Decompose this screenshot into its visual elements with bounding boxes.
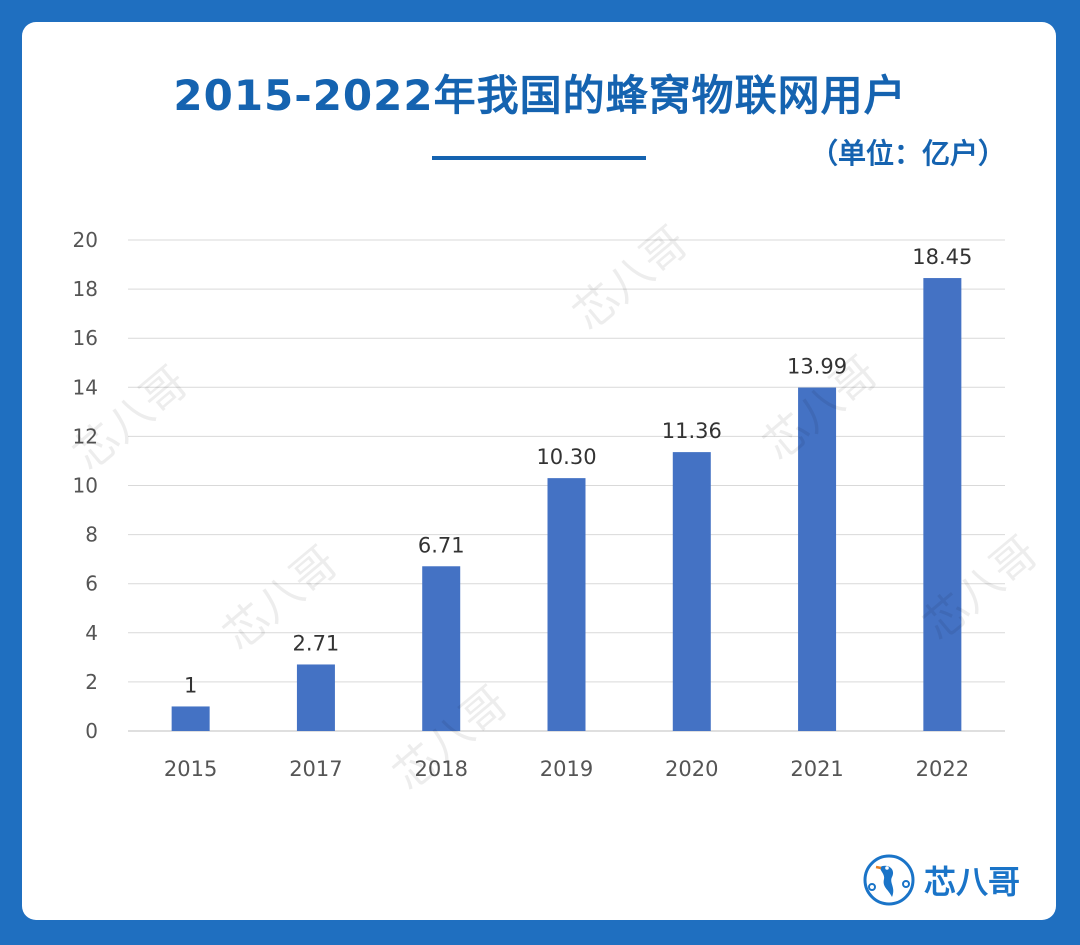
bar	[798, 387, 837, 731]
y-tick-label: 10	[73, 474, 98, 498]
data-label: 11.36	[662, 419, 722, 443]
x-tick-label: 2022	[916, 757, 969, 781]
bar	[923, 278, 962, 731]
y-tick-label: 18	[73, 277, 98, 301]
unit-label: （单位：亿户）	[809, 137, 1006, 170]
y-tick-label: 4	[85, 621, 98, 645]
data-label: 13.99	[787, 355, 847, 379]
y-tick-label: 2	[85, 670, 98, 694]
x-tick-label: 2019	[540, 757, 593, 781]
title-underline	[432, 156, 646, 160]
data-label: 10.30	[536, 445, 596, 469]
chart-card	[22, 22, 1056, 920]
chart-title: 2015-2022年我国的蜂窝物联网用户	[173, 71, 907, 120]
y-tick-label: 8	[85, 523, 98, 547]
bird-logo-icon	[863, 854, 915, 906]
bar	[672, 452, 711, 731]
x-tick-label: 2017	[289, 757, 342, 781]
bar	[422, 566, 461, 731]
bar	[547, 478, 586, 731]
data-label: 6.71	[418, 533, 465, 557]
data-label: 1	[184, 673, 197, 697]
brand-logo: 芯八哥	[862, 852, 1020, 908]
y-tick-label: 12	[73, 424, 98, 448]
watermark-text: 芯八哥	[564, 217, 698, 341]
y-tick-label: 14	[73, 375, 98, 399]
bar	[296, 664, 335, 731]
bar	[171, 706, 210, 731]
y-tick-label: 20	[73, 228, 98, 252]
y-tick-label: 0	[85, 719, 98, 743]
x-tick-label: 2021	[790, 757, 843, 781]
brand-name: 芯八哥	[924, 863, 1021, 901]
data-label: 18.45	[912, 245, 972, 269]
x-tick-label: 2018	[414, 757, 467, 781]
x-tick-label: 2020	[665, 757, 718, 781]
x-tick-label: 2015	[164, 757, 217, 781]
data-label: 2.71	[293, 631, 340, 655]
y-tick-label: 16	[73, 326, 98, 350]
y-tick-label: 6	[85, 572, 98, 596]
